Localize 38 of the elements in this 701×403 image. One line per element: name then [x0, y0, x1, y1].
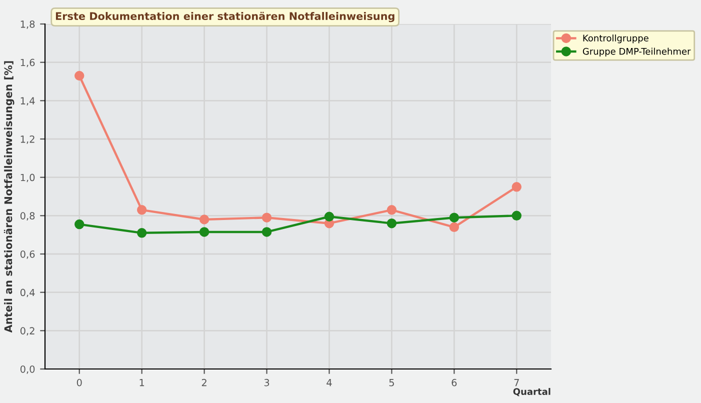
point	[512, 210, 522, 221]
y-tick-label: 1,8	[20, 20, 35, 29]
y-tick-label: 1,4	[20, 97, 35, 106]
x-tick-label: 0	[76, 378, 82, 386]
x-tick-label: 6	[452, 378, 457, 386]
point	[74, 219, 84, 230]
point	[136, 228, 147, 238]
y-tick-label: 0,8	[20, 212, 35, 220]
chart-title: Erste Dokumentation einer stationären Notfalleinweisung	[56, 12, 394, 22]
legend-label: Kontrollgruppe	[583, 34, 648, 44]
point	[386, 218, 397, 228]
x-tick-label: 3	[264, 378, 270, 386]
x-tick-label: 2	[202, 378, 206, 386]
point	[262, 227, 272, 237]
point	[324, 212, 334, 222]
y-tick-label: 0,4	[20, 288, 35, 298]
point	[512, 182, 522, 192]
y-tick-label: 0,2	[20, 327, 34, 336]
y-tick-label: 1,0	[20, 174, 35, 182]
point	[199, 227, 210, 237]
x-tick-label: 7	[514, 379, 519, 386]
legend-label: Gruppe DMP-Teilnehmer	[582, 48, 691, 56]
y-tick-label: 0,0	[20, 365, 35, 374]
point	[136, 205, 147, 215]
point	[74, 70, 84, 81]
y-tick-label: 1,6	[20, 58, 35, 68]
y-tick-label: 0,6	[20, 250, 35, 259]
point	[199, 214, 210, 224]
point	[386, 205, 397, 215]
x-tick-label: 4	[326, 379, 332, 386]
point	[449, 212, 460, 222]
x-tick-label: 5	[389, 379, 394, 386]
point	[262, 212, 272, 222]
x-tick-label: 1	[140, 379, 144, 386]
x-axis-title: Quartal	[513, 388, 550, 396]
point	[449, 222, 460, 232]
y-axis-title: Anteil an stationären Notfalleinweisungen [%]	[4, 61, 14, 333]
y-tick-label: 1,2	[20, 135, 34, 144]
